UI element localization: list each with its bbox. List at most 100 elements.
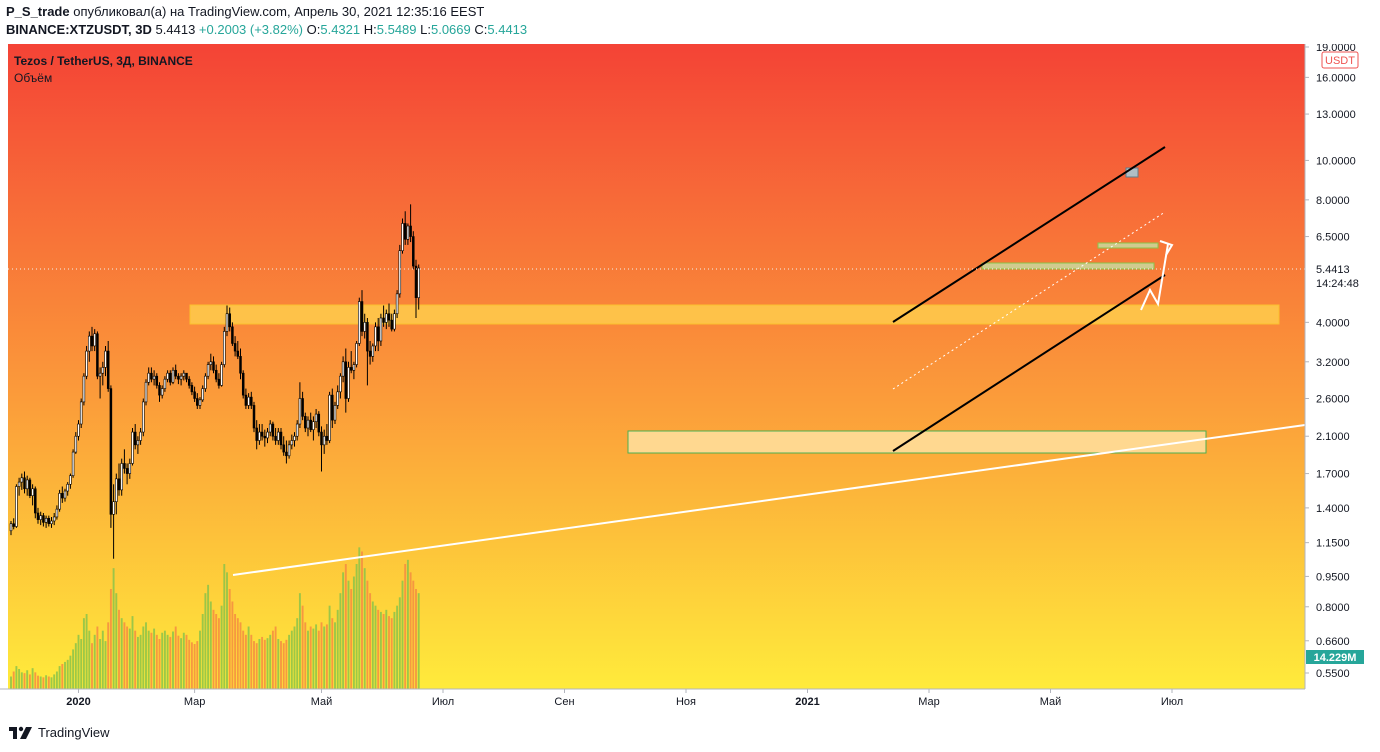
candle-body <box>385 313 388 323</box>
volume-bar <box>369 593 372 689</box>
volume-bar <box>69 655 72 689</box>
candle-body <box>177 375 180 380</box>
candle-body <box>214 369 218 380</box>
x-tick-label: Сен <box>554 696 574 708</box>
candle-body <box>79 401 83 425</box>
channel-upper-line[interactable] <box>892 146 1166 323</box>
price-axis[interactable] <box>1305 44 1380 689</box>
volume-bar <box>20 672 23 689</box>
volume-legend-label: Объём <box>14 71 52 85</box>
candle-body <box>98 372 102 377</box>
volume-bar <box>277 639 280 689</box>
volume-bar <box>139 634 142 689</box>
volume-bar <box>212 609 215 689</box>
candle-body <box>274 435 277 441</box>
candle-body <box>312 421 315 430</box>
y-tick-label: 0.9500 <box>1316 571 1350 583</box>
candle-body <box>71 451 75 476</box>
projection-arrow[interactable] <box>1140 243 1169 311</box>
volume-bar <box>298 593 301 689</box>
symbol-info-line: BINANCE:XTZUSDT, 3D 5.4413 +0.2003 (+3.8… <box>6 22 527 37</box>
candle-body <box>117 478 121 491</box>
volume-bar <box>385 609 388 689</box>
tradingview-logo[interactable]: TradingView <box>8 725 110 740</box>
countdown-label: 14:24:48 <box>1316 278 1359 290</box>
volume-bar <box>64 661 66 689</box>
volume-bar <box>377 609 380 689</box>
candle-body <box>379 317 383 342</box>
volume-bar <box>207 584 210 689</box>
candle-body <box>82 375 86 403</box>
plot-background <box>8 44 1305 689</box>
long-support-trendline[interactable] <box>232 424 1306 576</box>
volume-bar <box>131 616 134 689</box>
candle-body <box>268 423 272 433</box>
volume-bar <box>126 626 129 689</box>
x-tick-label: Май <box>1040 696 1062 708</box>
channel-mid-line[interactable] <box>892 211 1166 390</box>
candle-body <box>20 477 24 483</box>
candle-body <box>155 375 159 386</box>
candle-body <box>106 350 110 389</box>
candle-body <box>244 394 248 406</box>
x-tick-label: Июл <box>432 696 454 708</box>
candle-body <box>23 477 26 490</box>
time-axis[interactable] <box>0 689 1380 718</box>
volume-bar <box>190 642 193 689</box>
support-zone[interactable] <box>627 430 1207 454</box>
candle-body <box>220 364 223 386</box>
volume-bar <box>158 639 161 689</box>
volume-bar <box>263 639 266 689</box>
volume-bar <box>290 630 293 689</box>
volume-bar <box>236 618 239 689</box>
candle-body <box>414 265 418 298</box>
candle-body <box>104 350 107 368</box>
small-zone-2[interactable] <box>1097 242 1159 249</box>
candle-body <box>225 313 229 332</box>
candle-body <box>96 333 99 377</box>
candle-body <box>39 515 42 520</box>
price-chart[interactable]: 19.0000 16.0000 13.0000 10.0000 8.0000 6.5000… <box>0 44 1380 718</box>
candle-body <box>344 361 348 399</box>
candle-body <box>90 335 94 347</box>
candle-body <box>120 463 123 491</box>
candle-body <box>115 478 118 502</box>
candle-body <box>160 388 164 396</box>
candle-body <box>417 267 420 298</box>
candle-body <box>190 385 194 393</box>
candle-body <box>368 350 372 357</box>
volume-bar <box>18 669 21 689</box>
candle-body <box>255 427 258 441</box>
candle-body <box>15 486 18 527</box>
volume-bar <box>317 630 320 689</box>
candle-body <box>314 413 318 422</box>
resistance-zone[interactable] <box>189 304 1280 325</box>
y-tick-label: 10.0000 <box>1316 155 1356 167</box>
candle-body <box>398 250 402 295</box>
small-zone-1[interactable] <box>981 262 1155 270</box>
volume-bar <box>55 671 58 689</box>
x-tick-label: 2021 <box>795 696 819 708</box>
high-label: H: <box>363 22 377 37</box>
volume-bar <box>31 668 34 689</box>
volume-bar <box>82 618 85 689</box>
volume-bar <box>123 622 126 689</box>
volume-bar <box>50 677 53 689</box>
channel-lower-line[interactable] <box>892 274 1166 452</box>
volume-bar <box>45 675 48 689</box>
candle-body <box>285 451 288 457</box>
candle-body <box>282 444 285 453</box>
volume-bar <box>91 643 93 689</box>
currency-badge[interactable] <box>1321 51 1359 69</box>
arrow-head-icon <box>1159 240 1174 256</box>
candle-body <box>55 508 59 518</box>
candle-body <box>28 479 32 496</box>
candle-body <box>50 520 53 525</box>
volume-bar <box>163 630 166 689</box>
author-name[interactable]: P_S_trade <box>6 4 70 19</box>
candle-body <box>231 326 234 344</box>
candle-body <box>182 372 186 377</box>
volume-bar <box>355 564 358 689</box>
currency-badge-label: USDT <box>1325 55 1355 67</box>
volume-bar <box>244 634 247 689</box>
